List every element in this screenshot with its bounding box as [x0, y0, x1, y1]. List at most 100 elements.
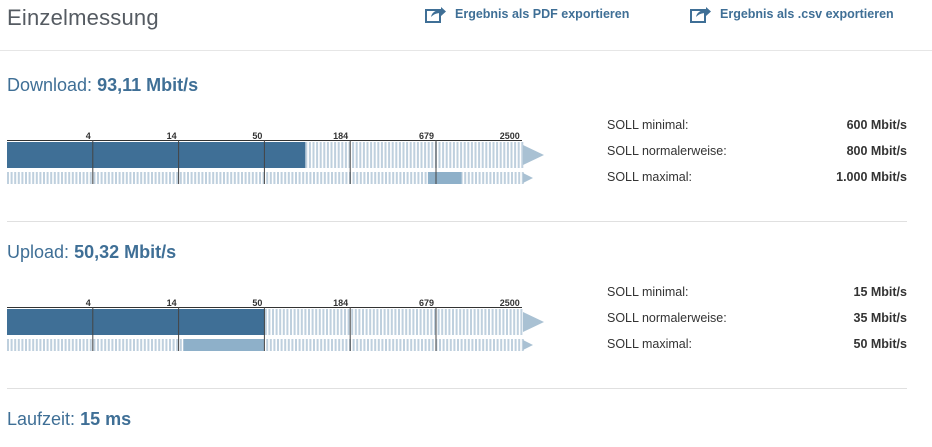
- soll-range-track: [107, 339, 110, 351]
- latency-heading: Laufzeit: 15 ms: [7, 409, 131, 430]
- measured-bar-track: [517, 142, 520, 168]
- soll-range-track: [413, 172, 416, 184]
- soll-maximal-row: SOLL maximal: 50 Mbit/s: [607, 337, 907, 363]
- measured-bar-track: [305, 142, 308, 168]
- soll-range-track: [17, 339, 20, 351]
- measured-bar-track: [449, 142, 452, 168]
- measured-bar-track: [394, 309, 397, 335]
- measured-bar-track: [340, 309, 343, 335]
- soll-range-fill: [183, 339, 265, 351]
- soll-range-track: [392, 172, 395, 184]
- soll-value: 600 Mbit/s: [846, 118, 907, 132]
- soll-range-track: [147, 339, 150, 351]
- measured-bar-track: [491, 309, 494, 335]
- soll-range-track: [449, 339, 452, 351]
- soll-range-track: [284, 339, 287, 351]
- measured-bar-track: [477, 309, 480, 335]
- soll-range-track: [334, 339, 337, 351]
- measured-bar-track: [470, 309, 472, 335]
- soll-range-track: [39, 172, 42, 184]
- scale-tick-label: 2500: [500, 298, 520, 308]
- measured-bar-track: [286, 309, 289, 335]
- soll-range-track: [14, 172, 17, 184]
- soll-range-track: [50, 339, 53, 351]
- soll-range-track: [158, 172, 161, 184]
- scale-tick-label: 2500: [500, 131, 520, 141]
- soll-range-track: [507, 172, 510, 184]
- scale-tick-label: 184: [333, 131, 348, 141]
- soll-range-track: [7, 172, 9, 184]
- soll-range-track: [237, 172, 240, 184]
- soll-range-track: [115, 339, 117, 351]
- soll-range-track: [421, 339, 423, 351]
- soll-range-track: [381, 339, 384, 351]
- measured-bar-track: [516, 309, 519, 335]
- soll-range-track: [352, 172, 355, 184]
- download-heading: Download: 93,11 Mbit/s: [7, 75, 198, 96]
- soll-range-track: [446, 339, 449, 351]
- soll-range-track: [25, 172, 27, 184]
- measured-bar-track: [506, 142, 509, 168]
- soll-range-track: [370, 172, 373, 184]
- soll-range-track: [226, 172, 229, 184]
- soll-range-track: [493, 339, 495, 351]
- soll-range-track: [140, 172, 143, 184]
- soll-range-track: [111, 339, 114, 351]
- soll-range-track: [25, 339, 27, 351]
- measured-bar-track: [419, 309, 422, 335]
- soll-range-track: [363, 339, 366, 351]
- measured-bar-track: [413, 142, 416, 168]
- soll-range-track: [431, 339, 434, 351]
- soll-range-track: [50, 172, 53, 184]
- soll-range-track: [493, 172, 495, 184]
- measured-bar-track: [444, 309, 447, 335]
- soll-range-track: [165, 172, 168, 184]
- soll-range-track: [97, 339, 99, 351]
- soll-range-track: [327, 172, 330, 184]
- soll-range-track: [385, 172, 387, 184]
- download-value: 93,11 Mbit/s: [97, 75, 199, 95]
- soll-range-track: [32, 339, 35, 351]
- soll-range-track: [345, 172, 348, 184]
- soll-range-track: [511, 172, 513, 184]
- soll-range-track: [255, 172, 258, 184]
- export-csv-button[interactable]: Ergebnis als .csv exportieren: [690, 4, 894, 24]
- measured-bar-track: [430, 309, 433, 335]
- soll-range-track: [313, 339, 315, 351]
- soll-range-track: [277, 172, 279, 184]
- soll-range-track: [341, 339, 344, 351]
- soll-range-track: [172, 339, 175, 351]
- soll-range-track: [421, 172, 423, 184]
- soll-range-track: [309, 339, 312, 351]
- measured-bar-track: [401, 309, 404, 335]
- soll-range-track: [331, 172, 333, 184]
- measured-bar-track: [416, 142, 419, 168]
- soll-range-track: [64, 172, 67, 184]
- measured-bar-track: [370, 142, 373, 168]
- measured-bar-track: [398, 142, 401, 168]
- measured-bar-track: [316, 142, 319, 168]
- measured-bar-track: [424, 142, 427, 168]
- measured-bar-track: [326, 309, 328, 335]
- soll-range-track: [75, 172, 78, 184]
- soll-range-track: [518, 172, 521, 184]
- export-pdf-button[interactable]: Ergebnis als PDF exportieren: [425, 4, 629, 24]
- measured-bar-track: [485, 142, 488, 168]
- soll-range-track: [320, 339, 323, 351]
- soll-range-track: [39, 339, 42, 351]
- soll-range-track: [136, 172, 139, 184]
- soll-range-track: [478, 172, 481, 184]
- measured-bar-track: [341, 142, 344, 168]
- measured-bar-track: [290, 309, 292, 335]
- soll-range-track: [269, 172, 272, 184]
- measured-bar-track: [264, 309, 267, 335]
- measured-bar-track: [442, 142, 445, 168]
- measured-bar-track: [330, 142, 333, 168]
- soll-range-track: [503, 172, 506, 184]
- measured-bar-track: [398, 309, 400, 335]
- soll-range-track: [43, 339, 45, 351]
- soll-range-track: [161, 339, 164, 351]
- soll-range-track: [439, 339, 441, 351]
- soll-normal-row: SOLL normalerweise: 35 Mbit/s: [607, 311, 907, 337]
- scale-tick-label: 50: [252, 131, 262, 141]
